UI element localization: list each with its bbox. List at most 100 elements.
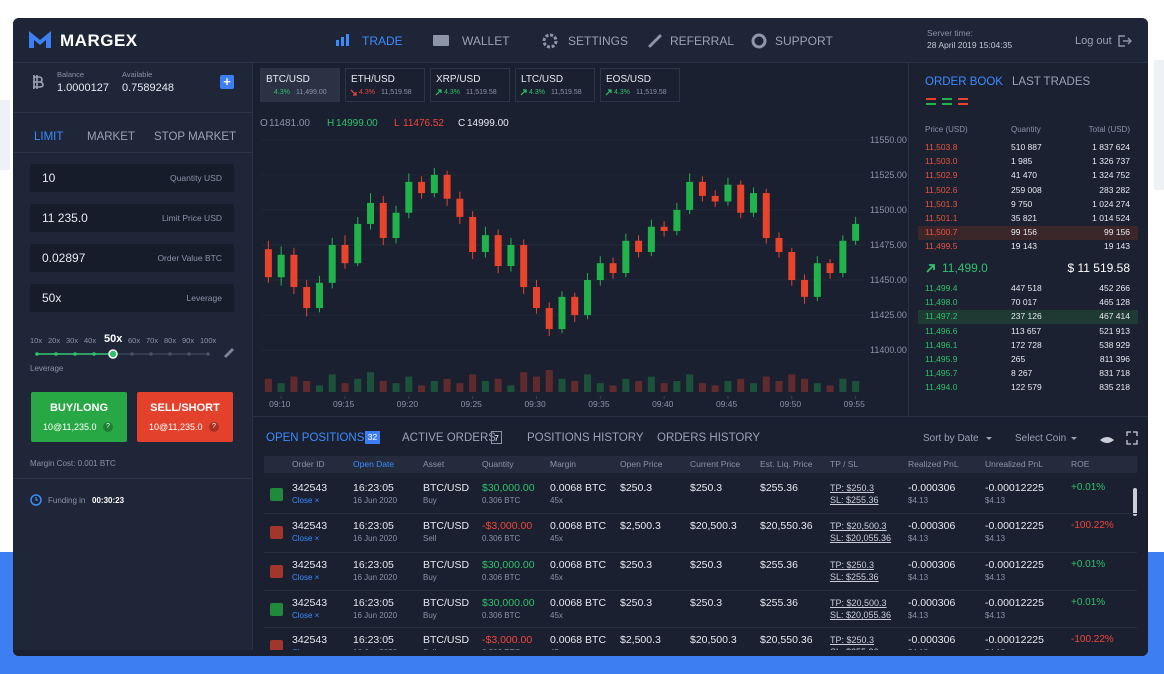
add-funds-button[interactable]: +	[220, 75, 234, 89]
candle-body	[788, 251, 796, 281]
positions-tab[interactable]: ACTIVE ORDERS	[402, 432, 496, 444]
input-field[interactable]	[30, 204, 234, 232]
row-divider	[264, 552, 1137, 553]
ob-price: 11,495.9	[925, 354, 958, 364]
close-link[interactable]: Close ×	[292, 611, 320, 620]
current-price: $20,500.3	[690, 520, 737, 532]
roe: -100.22%	[1071, 520, 1114, 531]
candle-body	[609, 263, 617, 274]
leverage-option[interactable]: 40x	[84, 336, 97, 345]
y-tick-label: 11450.00	[870, 275, 907, 286]
take-profit[interactable]: TP: $250.3	[830, 483, 875, 493]
ob-total: 452 266	[1099, 283, 1130, 293]
order-id: 342543	[292, 520, 328, 532]
orderbook-tab[interactable]: LAST TRADES	[1012, 76, 1091, 88]
volume-bar	[405, 376, 413, 392]
open-time: 16:23:05	[353, 559, 394, 571]
volume-bar	[367, 372, 375, 392]
take-profit[interactable]: TP: $20,500.3	[830, 521, 887, 531]
nav-item[interactable]: TRADE	[362, 34, 403, 48]
ob-price: 11,495.7	[925, 368, 958, 379]
ob-price: 11,503.0	[925, 156, 958, 167]
order-type-tab[interactable]: LIMIT	[34, 131, 64, 143]
referral-icon	[648, 34, 662, 48]
nav-item[interactable]: SETTINGS	[568, 34, 629, 48]
take-profit[interactable]: TP: $250.3	[830, 635, 875, 645]
roe: +0.01%	[1071, 559, 1106, 570]
coin-select[interactable]: Select Coin	[1015, 433, 1067, 444]
stop-loss[interactable]: SL: $255.36	[830, 572, 879, 582]
order-type-tab[interactable]: MARKET	[87, 131, 135, 143]
take-profit[interactable]: TP: $20,500.3	[830, 598, 887, 608]
btc-icon	[33, 75, 44, 89]
leverage-option[interactable]: 100x	[200, 336, 217, 345]
positions-tab[interactable]: POSITIONS HISTORY	[527, 432, 644, 444]
leverage-option[interactable]: 70x	[146, 336, 159, 345]
ticker-tab[interactable]	[260, 68, 340, 102]
volume-bar	[430, 381, 438, 392]
ob-price: 11,502.9	[925, 170, 958, 181]
nav-item[interactable]: REFERRAL	[670, 34, 735, 48]
close-link[interactable]: Close ×	[292, 534, 320, 543]
ticker-arrow	[350, 89, 357, 96]
volume-bar	[571, 381, 579, 392]
tab-count: 7	[491, 431, 502, 444]
wallet-icon	[433, 35, 449, 46]
funding-time: 00:30:23	[92, 496, 125, 505]
stop-loss[interactable]: SL: $255.36	[830, 495, 879, 505]
close-link[interactable]: Close ×	[292, 496, 320, 505]
leverage-option[interactable]: 50x	[104, 333, 123, 345]
take-profit[interactable]: TP: $250.3	[830, 560, 875, 570]
x-tick-label: 09:45	[715, 399, 738, 409]
side-icon	[270, 565, 283, 578]
input-field[interactable]	[30, 284, 234, 312]
x-tick-label: 09:20	[396, 399, 419, 409]
leverage-option[interactable]: 80x	[164, 336, 177, 345]
orderbook-tab[interactable]: ORDER BOOK	[925, 76, 1003, 88]
input-field[interactable]	[30, 244, 234, 272]
current-price: $20,500.3	[690, 634, 737, 646]
positions-tab[interactable]: OPEN POSITIONS	[266, 432, 365, 444]
leverage-option[interactable]: 30x	[66, 336, 79, 345]
ticker-tab[interactable]	[600, 68, 680, 102]
positions-tab[interactable]: ORDERS HISTORY	[657, 432, 761, 444]
ticker-price: 11,519.58	[551, 89, 582, 96]
table-column: Realized PnL	[908, 459, 959, 469]
input-label: Leverage	[186, 293, 222, 303]
order-type-tab[interactable]: STOP MARKET	[154, 131, 237, 143]
leverage-option[interactable]: 60x	[128, 336, 141, 345]
nav-item[interactable]: SUPPORT	[775, 34, 833, 48]
buy-button[interactable]	[31, 392, 127, 442]
ticker-tab[interactable]	[515, 68, 595, 102]
input-label: Order Value BTC	[157, 253, 222, 263]
clock-icon	[30, 494, 42, 506]
sell-detail: 10@11,235.0	[149, 422, 203, 432]
bottom-divider	[252, 416, 1148, 417]
ob-highlight	[918, 310, 1138, 325]
logout[interactable]: Log out	[1075, 35, 1112, 47]
ticker-tab[interactable]	[345, 68, 425, 102]
input-field[interactable]	[30, 164, 234, 192]
leverage-option[interactable]: 10x	[30, 336, 43, 345]
volume-bar	[456, 383, 464, 392]
nav-item[interactable]: WALLET	[462, 34, 510, 48]
x-tick-label: 09:30	[524, 399, 546, 409]
sell-button[interactable]	[137, 392, 233, 442]
stop-loss[interactable]: SL: $20,055.36	[830, 533, 892, 543]
leverage-dot	[168, 352, 172, 356]
close-link[interactable]: Close ×	[292, 573, 320, 582]
candle-body	[686, 181, 694, 210]
leverage-option[interactable]: 90x	[182, 336, 195, 345]
stop-loss[interactable]: SL: $20,055.36	[830, 610, 892, 620]
table-column: Open Date	[353, 459, 395, 469]
quantity: $30,000.00	[482, 597, 535, 609]
sort-select[interactable]: Sort by Date	[923, 433, 979, 444]
candle-body	[596, 263, 604, 281]
candle-body	[635, 240, 643, 252]
table-column: Quantity	[482, 459, 514, 469]
side-icon	[270, 603, 283, 616]
ticker-tab[interactable]	[430, 68, 510, 102]
candle-body	[775, 237, 783, 252]
leverage-option[interactable]: 20x	[48, 336, 61, 345]
